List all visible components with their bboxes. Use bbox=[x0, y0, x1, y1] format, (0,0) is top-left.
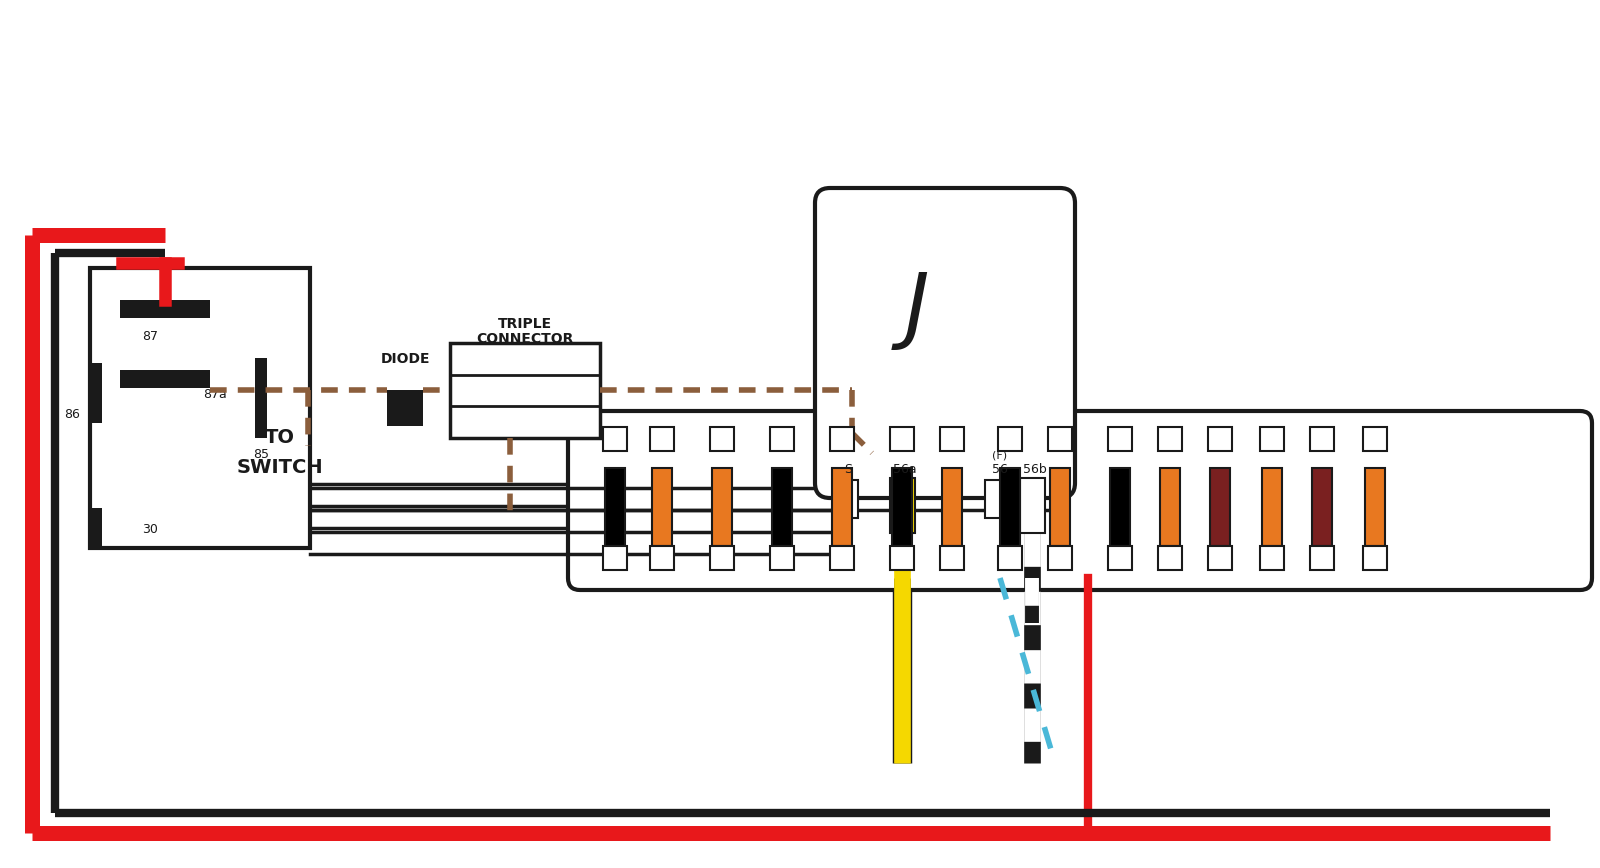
Bar bbox=[710, 427, 734, 451]
Bar bbox=[941, 546, 963, 570]
Bar bbox=[1158, 427, 1182, 451]
Bar bbox=[1110, 468, 1130, 546]
Bar bbox=[120, 370, 210, 388]
Bar bbox=[986, 480, 1010, 518]
Bar bbox=[893, 468, 912, 546]
Text: (F): (F) bbox=[992, 450, 1008, 460]
Bar bbox=[1107, 546, 1133, 570]
Bar bbox=[941, 427, 963, 451]
Bar bbox=[1363, 546, 1387, 570]
Bar bbox=[1048, 427, 1072, 451]
Bar bbox=[770, 546, 794, 570]
Bar bbox=[387, 390, 422, 426]
FancyBboxPatch shape bbox=[814, 188, 1075, 498]
Bar bbox=[1365, 468, 1386, 546]
FancyBboxPatch shape bbox=[568, 411, 1592, 590]
Bar bbox=[1158, 546, 1182, 570]
Bar bbox=[1310, 427, 1334, 451]
Bar bbox=[90, 268, 310, 548]
Bar bbox=[650, 427, 674, 451]
Text: TO: TO bbox=[266, 428, 294, 447]
Bar bbox=[830, 546, 854, 570]
Bar bbox=[1021, 478, 1045, 533]
Bar bbox=[1048, 546, 1072, 570]
Bar bbox=[998, 546, 1022, 570]
Text: 87: 87 bbox=[142, 330, 158, 343]
Text: 30: 30 bbox=[142, 523, 158, 536]
Bar bbox=[120, 300, 210, 318]
Bar bbox=[653, 468, 672, 546]
Bar bbox=[890, 546, 914, 570]
Bar bbox=[942, 468, 962, 546]
Bar bbox=[450, 343, 600, 438]
Bar bbox=[838, 480, 858, 518]
Bar bbox=[1363, 427, 1387, 451]
Bar bbox=[605, 468, 626, 546]
Bar bbox=[1050, 468, 1070, 546]
Bar bbox=[832, 468, 851, 546]
Text: TRIPLE: TRIPLE bbox=[498, 317, 552, 331]
Bar bbox=[1261, 427, 1285, 451]
Bar bbox=[1310, 546, 1334, 570]
Bar bbox=[890, 427, 914, 451]
Text: S: S bbox=[845, 463, 851, 476]
Text: 56a: 56a bbox=[893, 463, 917, 476]
Bar bbox=[1261, 546, 1285, 570]
Text: 56: 56 bbox=[992, 463, 1008, 476]
Bar bbox=[773, 468, 792, 546]
Bar bbox=[1262, 468, 1282, 546]
Bar bbox=[603, 546, 627, 570]
Text: SWITCH: SWITCH bbox=[237, 458, 323, 477]
Bar bbox=[603, 427, 627, 451]
Text: 85: 85 bbox=[253, 448, 269, 461]
Text: CONNECTOR: CONNECTOR bbox=[477, 332, 574, 346]
Bar bbox=[710, 546, 734, 570]
Text: 87a: 87a bbox=[203, 388, 227, 401]
Bar bbox=[1107, 427, 1133, 451]
Bar bbox=[1210, 468, 1230, 546]
Bar bbox=[1208, 546, 1232, 570]
Bar bbox=[1208, 427, 1232, 451]
Text: J: J bbox=[906, 269, 930, 350]
Bar bbox=[1312, 468, 1331, 546]
Bar bbox=[770, 427, 794, 451]
Bar bbox=[1160, 468, 1181, 546]
Bar bbox=[830, 427, 854, 451]
Bar bbox=[890, 478, 915, 533]
Text: 56b: 56b bbox=[1022, 463, 1046, 476]
Bar bbox=[998, 427, 1022, 451]
Text: DIODE: DIODE bbox=[381, 352, 430, 366]
Bar bbox=[90, 363, 102, 423]
Bar bbox=[650, 546, 674, 570]
Bar bbox=[254, 358, 267, 438]
Bar bbox=[712, 468, 733, 546]
Bar bbox=[1000, 468, 1021, 546]
Bar bbox=[90, 508, 102, 548]
Text: 86: 86 bbox=[64, 408, 80, 421]
